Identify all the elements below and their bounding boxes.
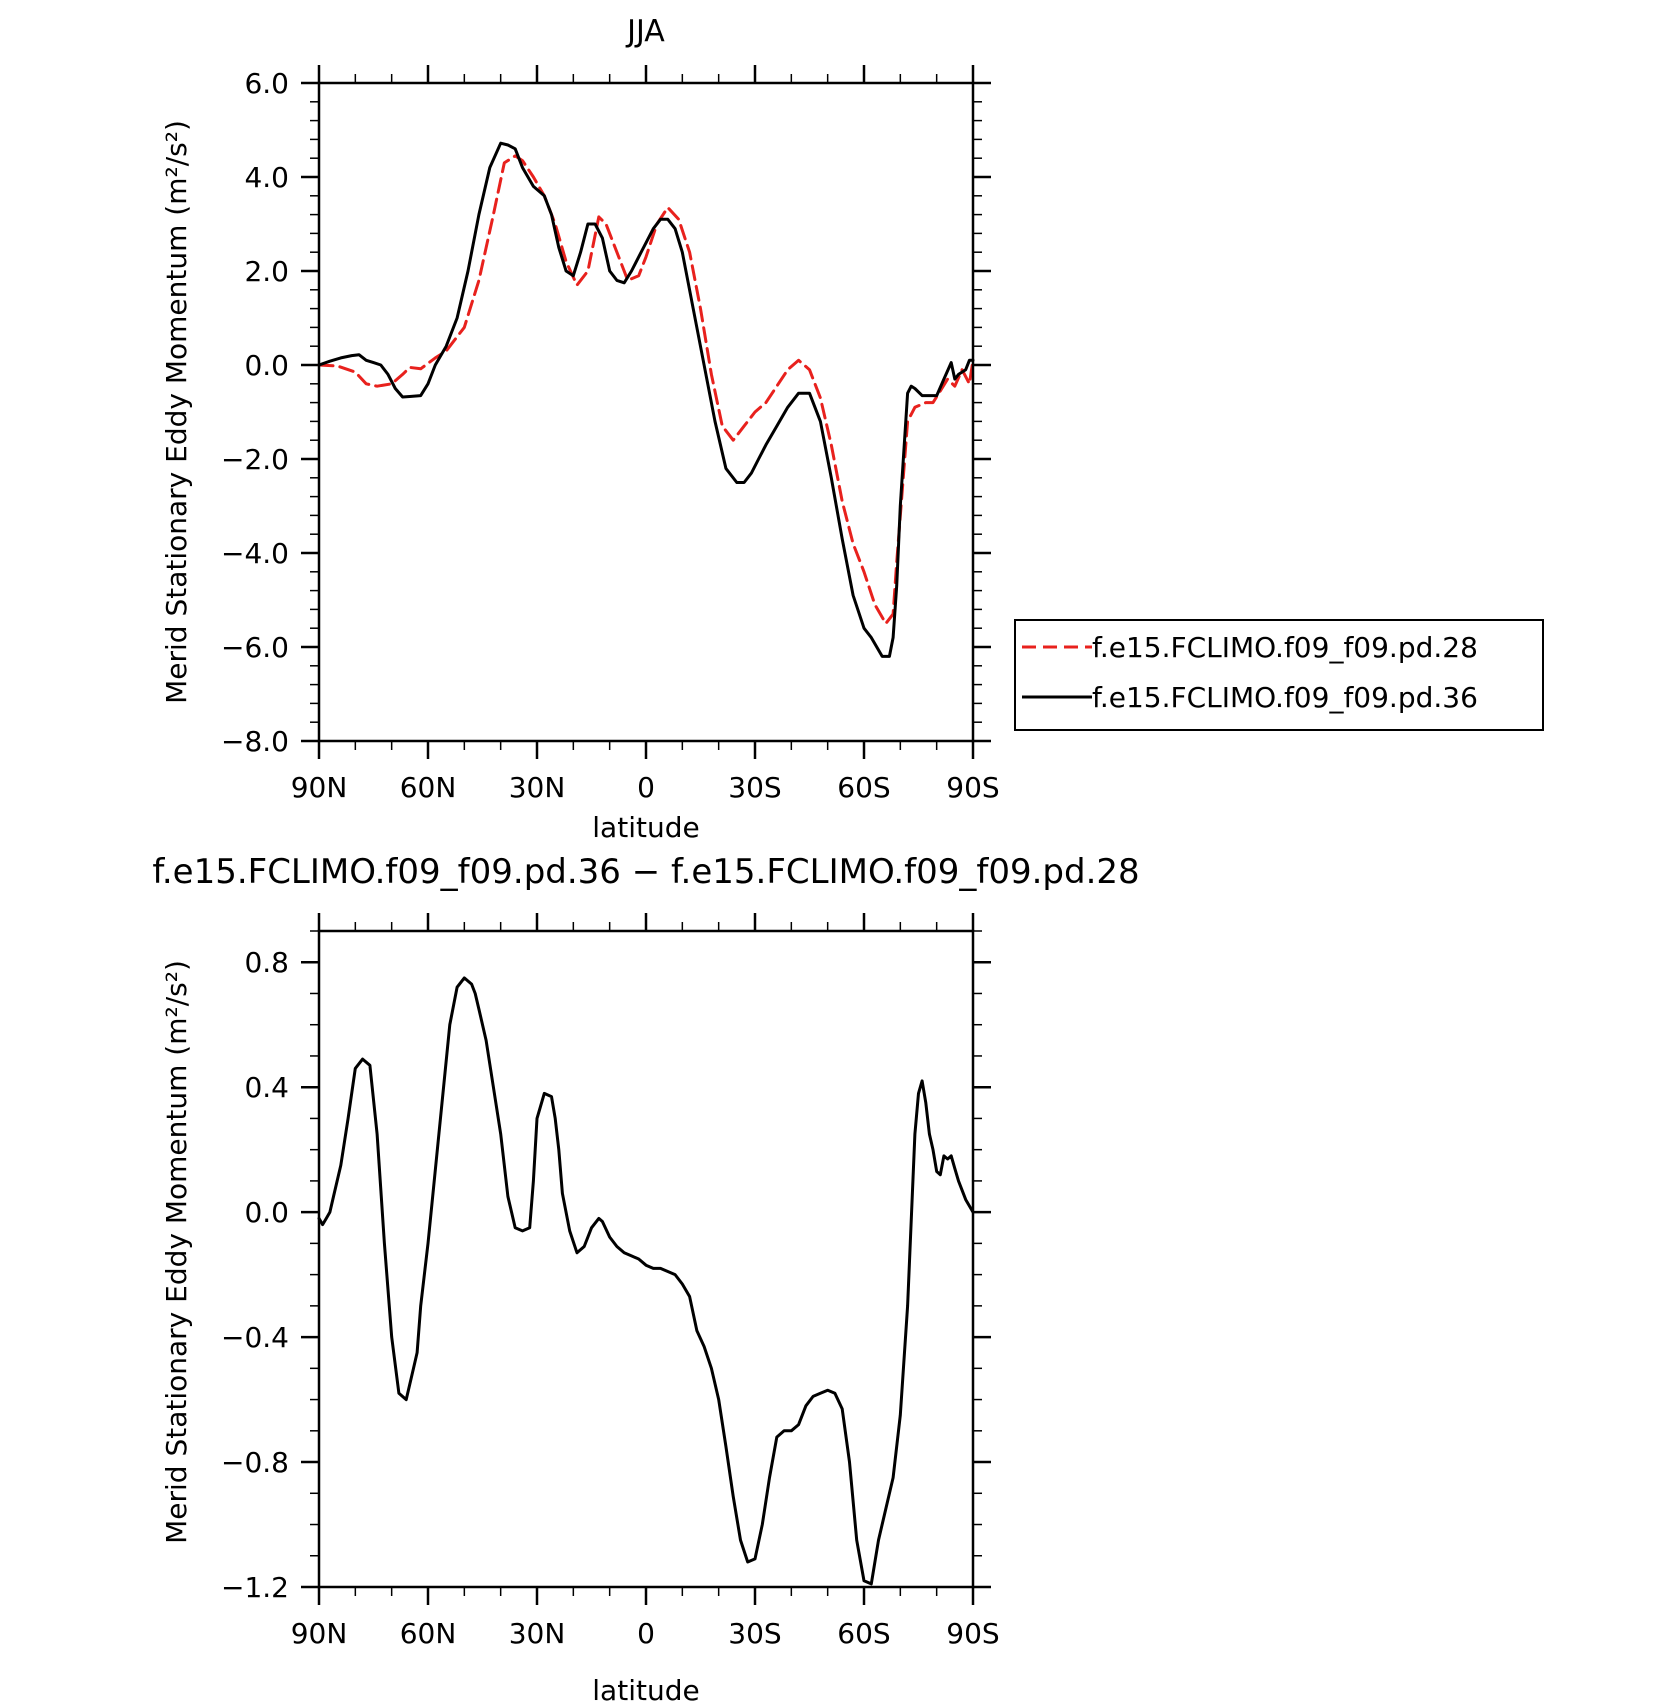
y-tick-label: −6.0 — [221, 631, 289, 664]
x-tick-label: 90N — [291, 1617, 348, 1650]
chart-title: JJA — [625, 14, 665, 49]
y-tick-label: −4.0 — [221, 537, 289, 570]
x-axis-label: latitude — [592, 1674, 699, 1707]
x-tick-label: 30S — [728, 1617, 781, 1650]
x-tick-label: 0 — [637, 1617, 655, 1650]
series-lines — [317, 141, 975, 658]
legend-entry: f.e15.FCLIMO.f09_f09.pd.28 — [1092, 631, 1478, 664]
y-tick-label: 6.0 — [244, 67, 289, 100]
y-axis-label: Merid Stationary Eddy Momentum (m²/s²) — [160, 120, 193, 704]
x-tick-label: 0 — [637, 771, 655, 804]
x-axis-label: latitude — [592, 811, 699, 844]
y-tick-label: 0.0 — [244, 1196, 289, 1229]
series-line — [317, 141, 975, 658]
series-lines — [317, 976, 975, 1586]
plot-frame — [317, 81, 975, 743]
axis-ticks — [301, 65, 991, 759]
x-tick-label: 30N — [509, 1617, 566, 1650]
chart-title: f.e15.FCLIMO.f09_f09.pd.36 − f.e15.FCLIM… — [152, 852, 1139, 892]
y-tick-label: −8.0 — [221, 725, 289, 758]
x-tick-label: 60N — [400, 771, 457, 804]
x-tick-label: 90N — [291, 771, 348, 804]
series-line — [317, 154, 975, 625]
x-tick-label: 60N — [400, 1617, 457, 1650]
plot-frame — [317, 929, 975, 1589]
y-tick-label: −0.8 — [221, 1446, 289, 1479]
y-tick-label: 0.8 — [244, 946, 289, 979]
y-tick-label: 2.0 — [244, 255, 289, 288]
x-tick-label: 30S — [728, 771, 781, 804]
chart-panel-top: JJA Merid Stationary Eddy Momentum (m²/s… — [160, 14, 1544, 844]
y-tick-label: −0.4 — [221, 1321, 289, 1354]
axis-ticks — [301, 913, 991, 1605]
x-tick-label: 30N — [509, 771, 566, 804]
x-tick-label: 90S — [946, 771, 999, 804]
chart-panel-bottom: f.e15.FCLIMO.f09_f09.pd.36 − f.e15.FCLIM… — [152, 852, 1139, 1707]
legend-box — [1014, 619, 1544, 731]
legend: f.e15.FCLIMO.f09_f09.pd.28 f.e15.FCLIMO.… — [1014, 619, 1544, 731]
series-line — [317, 976, 975, 1586]
x-tick-label: 60S — [837, 1617, 890, 1650]
y-tick-label: 0.4 — [244, 1071, 289, 1104]
y-tick-label: −1.2 — [221, 1571, 289, 1604]
legend-entry: f.e15.FCLIMO.f09_f09.pd.36 — [1092, 681, 1478, 714]
x-tick-label: 60S — [837, 771, 890, 804]
x-tick-label: 90S — [946, 1617, 999, 1650]
y-tick-label: 0.0 — [244, 349, 289, 382]
y-tick-label: −2.0 — [221, 443, 289, 476]
y-tick-label: 4.0 — [244, 161, 289, 194]
y-axis-label: Merid Stationary Eddy Momentum (m²/s²) — [160, 960, 193, 1544]
